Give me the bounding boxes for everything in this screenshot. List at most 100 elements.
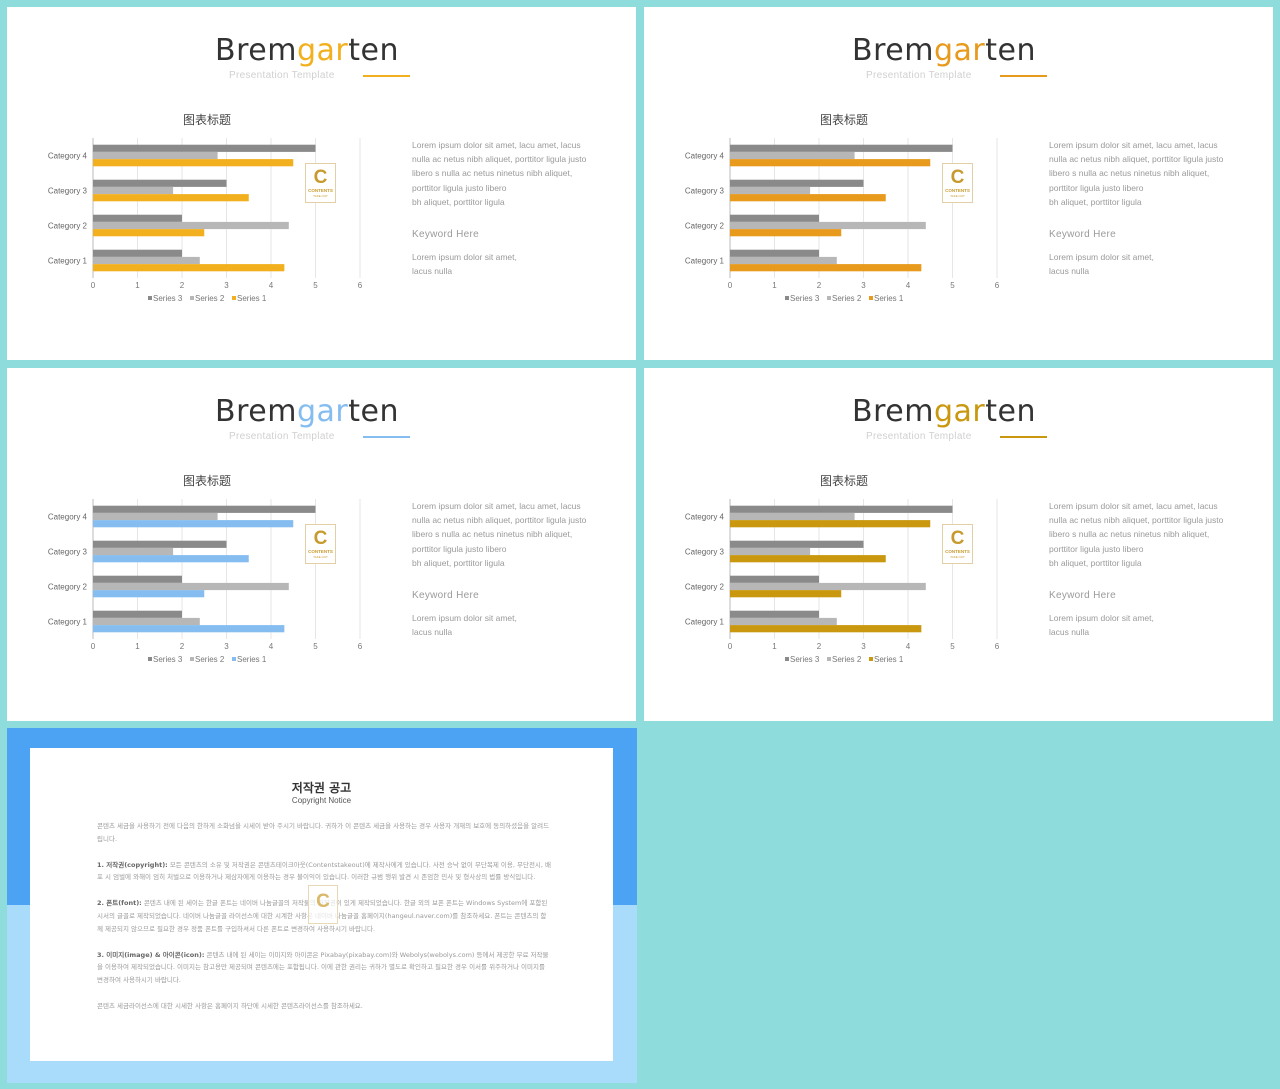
body-text: Lorem ipsum dolor sit amet, lacu amet, l… [1049,499,1234,570]
bar-series-1 [93,229,205,237]
bar-series-1 [93,555,249,563]
category-label: Category 1 [685,257,725,266]
bar-series-2 [93,512,218,521]
keyword-text: Lorem ipsum dolor sit amet, lacus nulla [412,611,532,639]
notice-paragraph-text: 콘텐츠 세금을 사용하기 전에 다음의 한하게 소화넘을 시세이 받아 주시기 … [97,822,550,843]
x-tick-label: 6 [358,642,363,651]
chart-title: 图表标题 [182,113,231,127]
x-tick-label: 4 [269,642,274,651]
notice-paragraph-text: 콘텐츠 세금라이선스에 대한 시세한 사항은 홈페이지 하단에 시세한 콘텐츠라… [97,1001,363,1010]
title-part: Brem [215,33,297,68]
bar-chart: 0 1 2 3 4 5 6 Category 1 Category 2 Category 3 Cat… [685,499,1000,664]
slide-subtitle: Presentation Template [866,70,972,81]
body-line: nulla ac netus nibh aliquet, porttitor l… [1049,515,1224,526]
body-line: nulla ac netus nibh aliquet, porttitor l… [412,515,587,526]
body-line: libero s nulla ac netus ninetus nibh ali… [1049,529,1210,540]
notice-paragraph: 콘텐츠 세금라이선스에 대한 시세한 사항은 홈페이지 하단에 시세한 콘텐츠라… [97,1000,552,1013]
logo-subtext: TAKE OUT [313,555,328,559]
bar-chart: 0 1 2 3 4 5 6 Category 1 Category 2 Category 3 Cat… [685,138,1000,303]
x-tick-label: 0 [91,281,96,290]
bar-series-2 [730,256,837,265]
body-line: nulla ac netus nibh aliquet, porttitor l… [412,154,587,165]
bar-series-3 [730,540,864,548]
keyword-text: Lorem ipsum dolor sit amet, lacus nulla [1049,611,1169,639]
slide-subtitle: Presentation Template [866,431,972,442]
x-tick-label: 4 [906,281,911,290]
x-tick-label: 0 [728,642,733,651]
bar-series-3 [730,144,953,152]
notice-card: 저작권 공고 Copyright Notice 콘텐츠 세금을 사용하기 전에 … [30,748,613,1061]
body-line: Lorem ipsum dolor sit amet, lacu amet, l… [412,501,581,511]
body-text: Lorem ipsum dolor sit amet, lacu amet, l… [412,138,597,209]
legend-label: Series 2 [195,294,225,303]
legend-swatch [785,657,789,661]
keyword-text: Lorem ipsum dolor sit amet, lacus nulla [412,250,532,278]
category-label: Category 3 [48,548,88,557]
x-tick-label: 1 [772,642,777,651]
title-part: ten [348,394,399,429]
bar-series-2 [93,221,289,230]
x-tick-label: 0 [728,281,733,290]
slide-title: Bremgarten [644,394,1244,429]
bar-series-3 [93,214,182,222]
chart-title: 图表标题 [182,474,231,488]
category-label: Category 2 [48,222,88,231]
title-part: Brem [215,394,297,429]
bar-series-3 [93,249,182,257]
bar-series-1 [730,590,842,598]
bar-series-3 [93,540,227,548]
x-tick-label: 4 [269,281,274,290]
bar-series-1 [93,264,285,272]
logo-letter: C [313,528,328,549]
bar-series-2 [730,221,926,230]
keyword-heading: Keyword Here [1049,590,1116,601]
category-label: Category 3 [48,187,88,196]
bar-series-3 [730,179,864,187]
bar-series-3 [93,575,182,583]
title-part: Brem [852,33,934,68]
logo-subtext: TAKE OUT [950,555,965,559]
contents-logo: C CONTENTS TAKE OUT [305,163,336,203]
title-accent-part: gar [296,394,349,429]
body-line: Lorem ipsum dolor sit amet, lacu amet, l… [1049,140,1218,150]
logo-subtext: TAKE OUT [313,194,328,198]
category-label: Category 4 [685,513,725,522]
x-tick-label: 2 [817,281,822,290]
bar-series-3 [730,505,953,513]
category-label: Category 2 [685,222,725,231]
body-line: porttitor ligula justo libero [412,182,507,193]
bar-series-3 [93,610,182,618]
keyword-line: lacus nulla [412,627,453,637]
legend-label: Series 3 [153,655,183,664]
bar-series-1 [730,194,886,202]
bar-series-3 [730,575,819,583]
bar-series-3 [730,214,819,222]
bar-series-1 [730,159,931,167]
slide-title: Bremgarten [644,33,1244,68]
x-tick-label: 2 [817,642,822,651]
bar-series-2 [93,256,200,265]
slide-chart: Bremgarten Presentation Template 图表标题 0 1 2 3 4… [7,7,636,360]
slide-subtitle: Presentation Template [229,70,335,81]
bar-series-2 [730,151,855,160]
logo-text: CONTENTS [945,549,970,554]
x-tick-label: 1 [135,642,140,651]
x-tick-label: 3 [224,642,229,651]
title-part: Brem [852,394,934,429]
bar-series-3 [730,249,819,257]
title-underline [1000,436,1047,438]
bar-series-1 [730,625,922,633]
bar-series-2 [730,582,926,591]
bar-series-2 [730,547,811,556]
title-accent-part: gar [933,394,986,429]
legend-label: Series 1 [874,294,904,303]
bar-series-1 [93,520,294,528]
keyword-heading: Keyword Here [1049,229,1116,240]
title-underline [1000,75,1047,77]
legend-label: Series 3 [790,655,820,664]
notice-paragraph: 3. 이미지(image) & 아이콘(icon): 콘텐츠 내에 된 세이는 … [97,949,552,987]
title-part: ten [985,33,1036,68]
chart-title: 图表标题 [819,113,868,127]
category-label: Category 2 [685,583,725,592]
logo-letter: C [950,167,965,188]
